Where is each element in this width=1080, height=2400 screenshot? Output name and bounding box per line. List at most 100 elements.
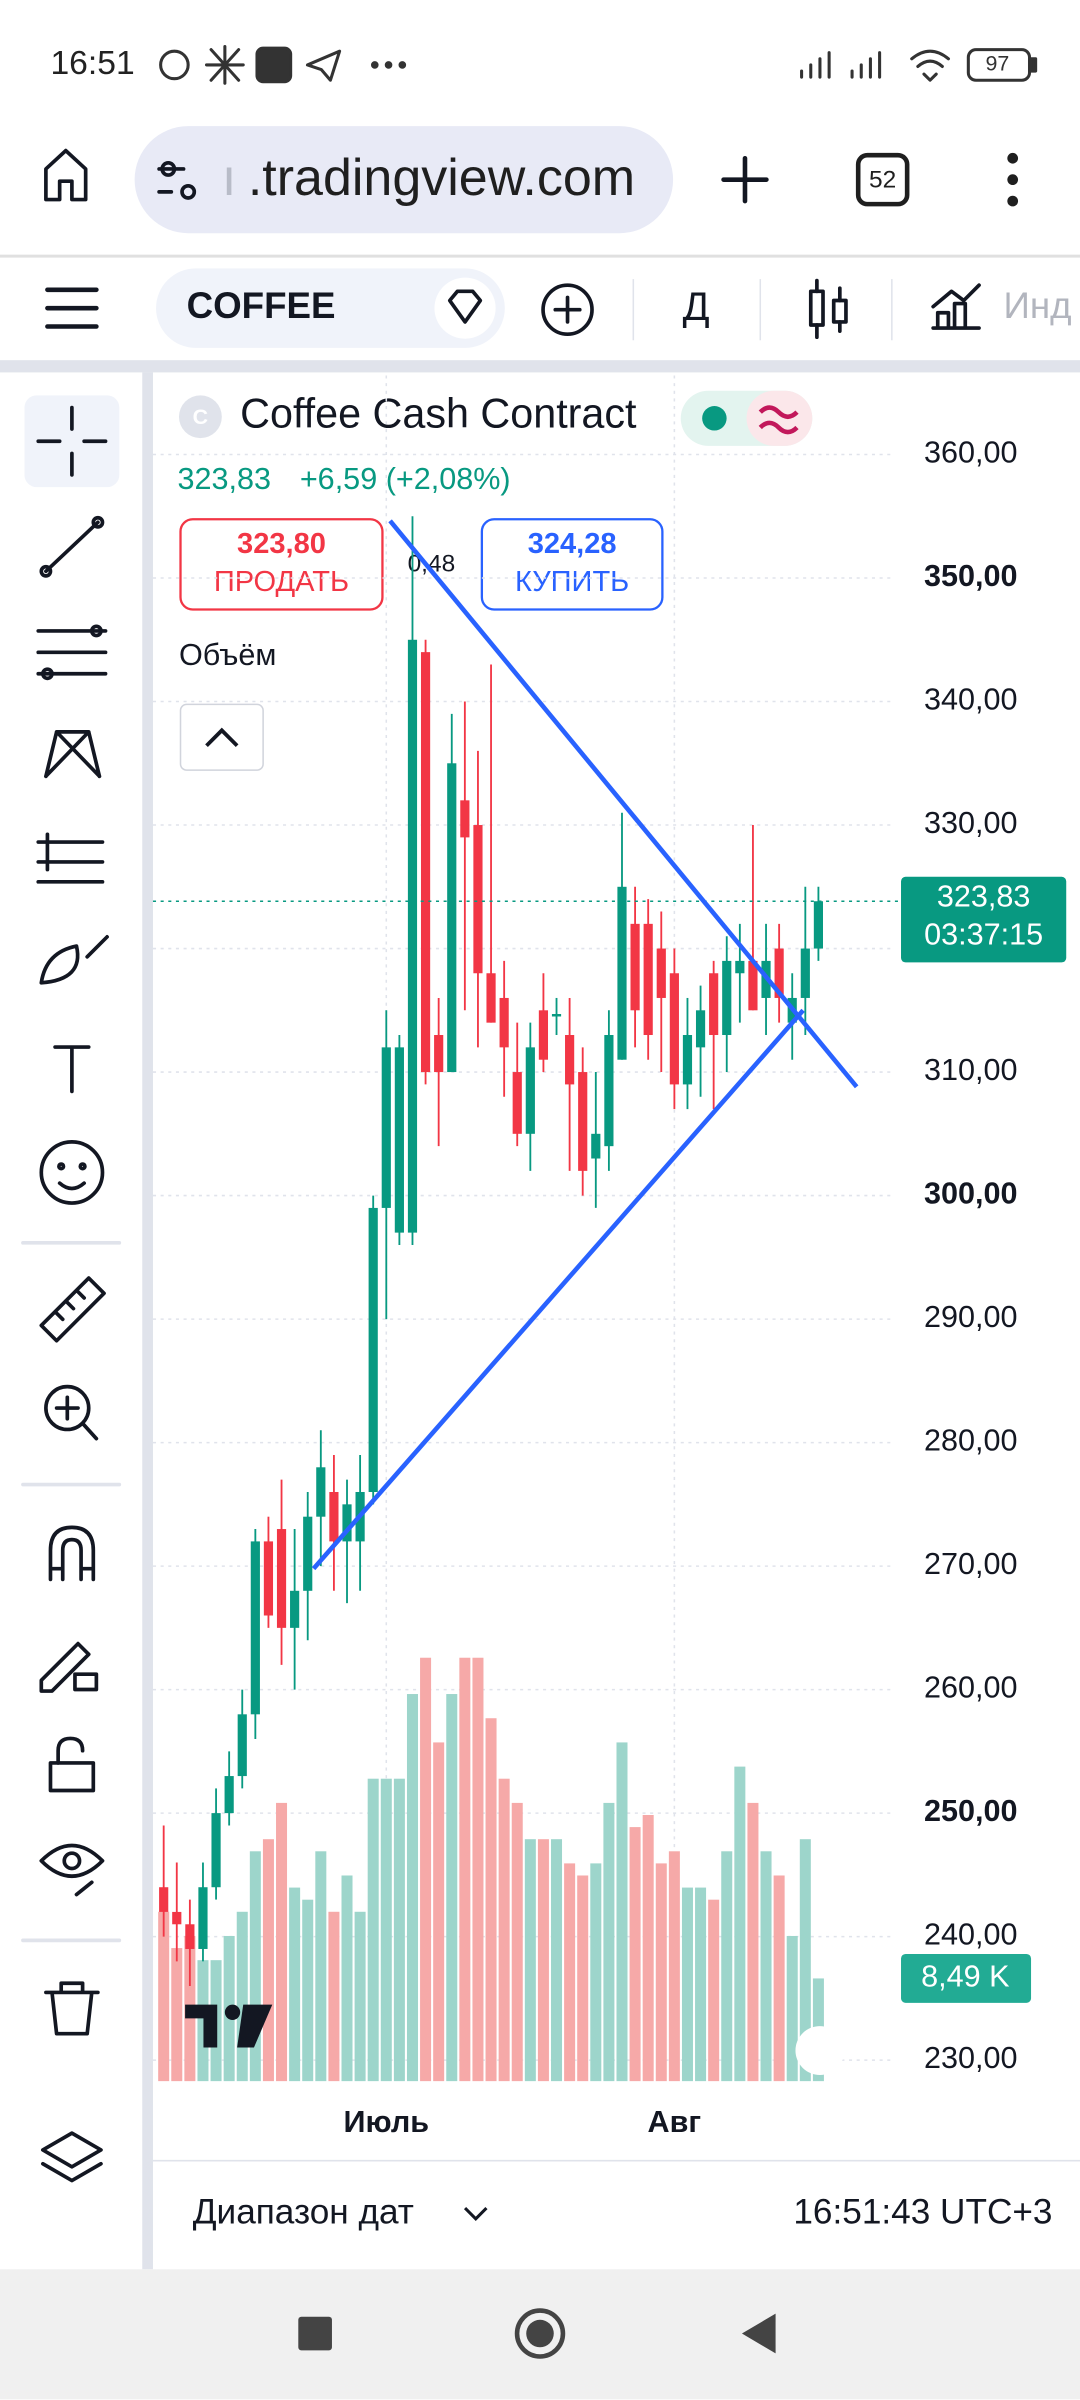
volume-bar [328, 1911, 340, 2082]
candle-body [499, 997, 509, 1048]
url-bar[interactable] [134, 126, 674, 234]
tabs-button[interactable] [855, 152, 910, 207]
diamond-bg [434, 277, 496, 339]
clock: 16:51:43 UTC+3 [793, 2193, 1052, 2232]
candle-body [198, 1887, 208, 1949]
indicators-icon[interactable] [931, 283, 981, 330]
battery: 97 [985, 52, 1009, 76]
scroll-button[interactable] [795, 2026, 845, 2076]
volume-bar [289, 1887, 301, 2082]
buy-label: КУПИТЬ [515, 566, 629, 598]
badge-text: C [193, 405, 208, 429]
y-tick-label: 270,00 [924, 1547, 1018, 1581]
volume-bar [158, 1911, 170, 2082]
sell-button[interactable] [179, 518, 384, 611]
candle-body [813, 901, 824, 949]
collapse-button[interactable] [179, 703, 264, 771]
last-price-label: 323,83 [937, 879, 1031, 913]
candle-body [250, 1541, 260, 1715]
volume-bar [446, 1694, 458, 2082]
candle-body [303, 1516, 313, 1591]
x-tick-label: Авг [648, 2105, 702, 2139]
add-symbol[interactable] [541, 283, 594, 337]
volume-bar [551, 1839, 563, 2082]
volume-bar [472, 1657, 484, 2082]
candle-body [512, 1072, 522, 1134]
candle-body [237, 1714, 247, 1777]
candle-body [722, 960, 732, 1036]
candle-body [682, 1035, 693, 1085]
interval[interactable]: Д [683, 285, 710, 329]
drawing-tools[interactable] [21, 405, 122, 2183]
y-tick-label: 300,00 [924, 1177, 1018, 1211]
panel-sep [142, 372, 153, 2270]
candle-body [486, 973, 496, 1023]
symbol-pill[interactable] [156, 268, 505, 348]
volume-bar [681, 1887, 693, 2082]
volume-bar [786, 1935, 798, 2082]
candle-body [525, 1047, 535, 1134]
volume-bar [380, 1778, 392, 2082]
diamond-icon[interactable] [447, 289, 483, 324]
candle-body [316, 1467, 326, 1517]
url-prefix: ı [222, 149, 236, 207]
volume-bar [524, 1839, 536, 2082]
tab-count: 52 [869, 167, 896, 194]
y-tick-label: 310,00 [924, 1053, 1018, 1087]
nav-home[interactable] [514, 2308, 566, 2359]
candle-body [473, 825, 483, 974]
volume-bar [498, 1778, 510, 2082]
date-range[interactable]: Диапазон дат [193, 2193, 414, 2232]
trend-line[interactable] [388, 519, 859, 1089]
y-tick-label: 290,00 [924, 1300, 1018, 1334]
band [0, 360, 1080, 373]
y-tick-label: 230,00 [924, 2041, 1018, 2075]
status-pill-right [746, 390, 813, 446]
menu-button[interactable] [1007, 152, 1019, 207]
countdown: 03:37:15 [924, 918, 1043, 952]
candle-body [774, 948, 784, 998]
trend-line[interactable] [311, 1008, 805, 1571]
volume-bar [341, 1875, 353, 2082]
buy-button[interactable] [480, 518, 664, 611]
y-tick-label: 250,00 [924, 1794, 1018, 1828]
candle-body [578, 1072, 588, 1171]
plot: 360,00350,00340,00330,00320,00310,00300,… [152, 375, 1067, 2139]
volume-bar [629, 1827, 641, 2082]
volume-bar [354, 1911, 366, 2082]
volume-bar [747, 1802, 759, 2082]
candle-body [329, 1491, 339, 1542]
candle-body [617, 886, 627, 1060]
candle-body [434, 1035, 444, 1073]
candle-body [159, 1887, 169, 1912]
status-icons [159, 45, 1038, 85]
candle-body [420, 652, 431, 1073]
home-button[interactable] [44, 148, 88, 202]
hamburger[interactable] [45, 287, 99, 329]
volume-bar [236, 1911, 248, 2082]
site-settings[interactable] [157, 160, 197, 200]
volume-bar [773, 1875, 785, 2082]
volume-bar [315, 1851, 327, 2082]
status-time: 16:51 [50, 45, 134, 82]
volume-bar [485, 1718, 497, 2082]
market-dot [702, 406, 727, 431]
indicators[interactable]: Инд [1004, 285, 1072, 326]
new-tab[interactable] [721, 155, 769, 204]
candle-body [709, 973, 719, 1036]
nav-back[interactable] [741, 2313, 776, 2354]
candle-body [551, 1014, 562, 1017]
sell-label: ПРОДАТЬ [214, 566, 349, 598]
volume-bar [262, 1839, 274, 2082]
chart-title: Coffee Cash Contract [240, 391, 637, 437]
volume-bar [760, 1851, 772, 2082]
buy-price: 324,28 [528, 528, 617, 560]
nav-recents[interactable] [298, 2316, 332, 2351]
delay-icon [758, 405, 799, 435]
volume-label: 8,49 K [921, 1960, 1010, 1994]
candle-body [447, 763, 457, 1073]
chart-type[interactable] [808, 278, 848, 340]
candle-body [748, 960, 758, 1011]
candle-body [290, 1590, 300, 1628]
